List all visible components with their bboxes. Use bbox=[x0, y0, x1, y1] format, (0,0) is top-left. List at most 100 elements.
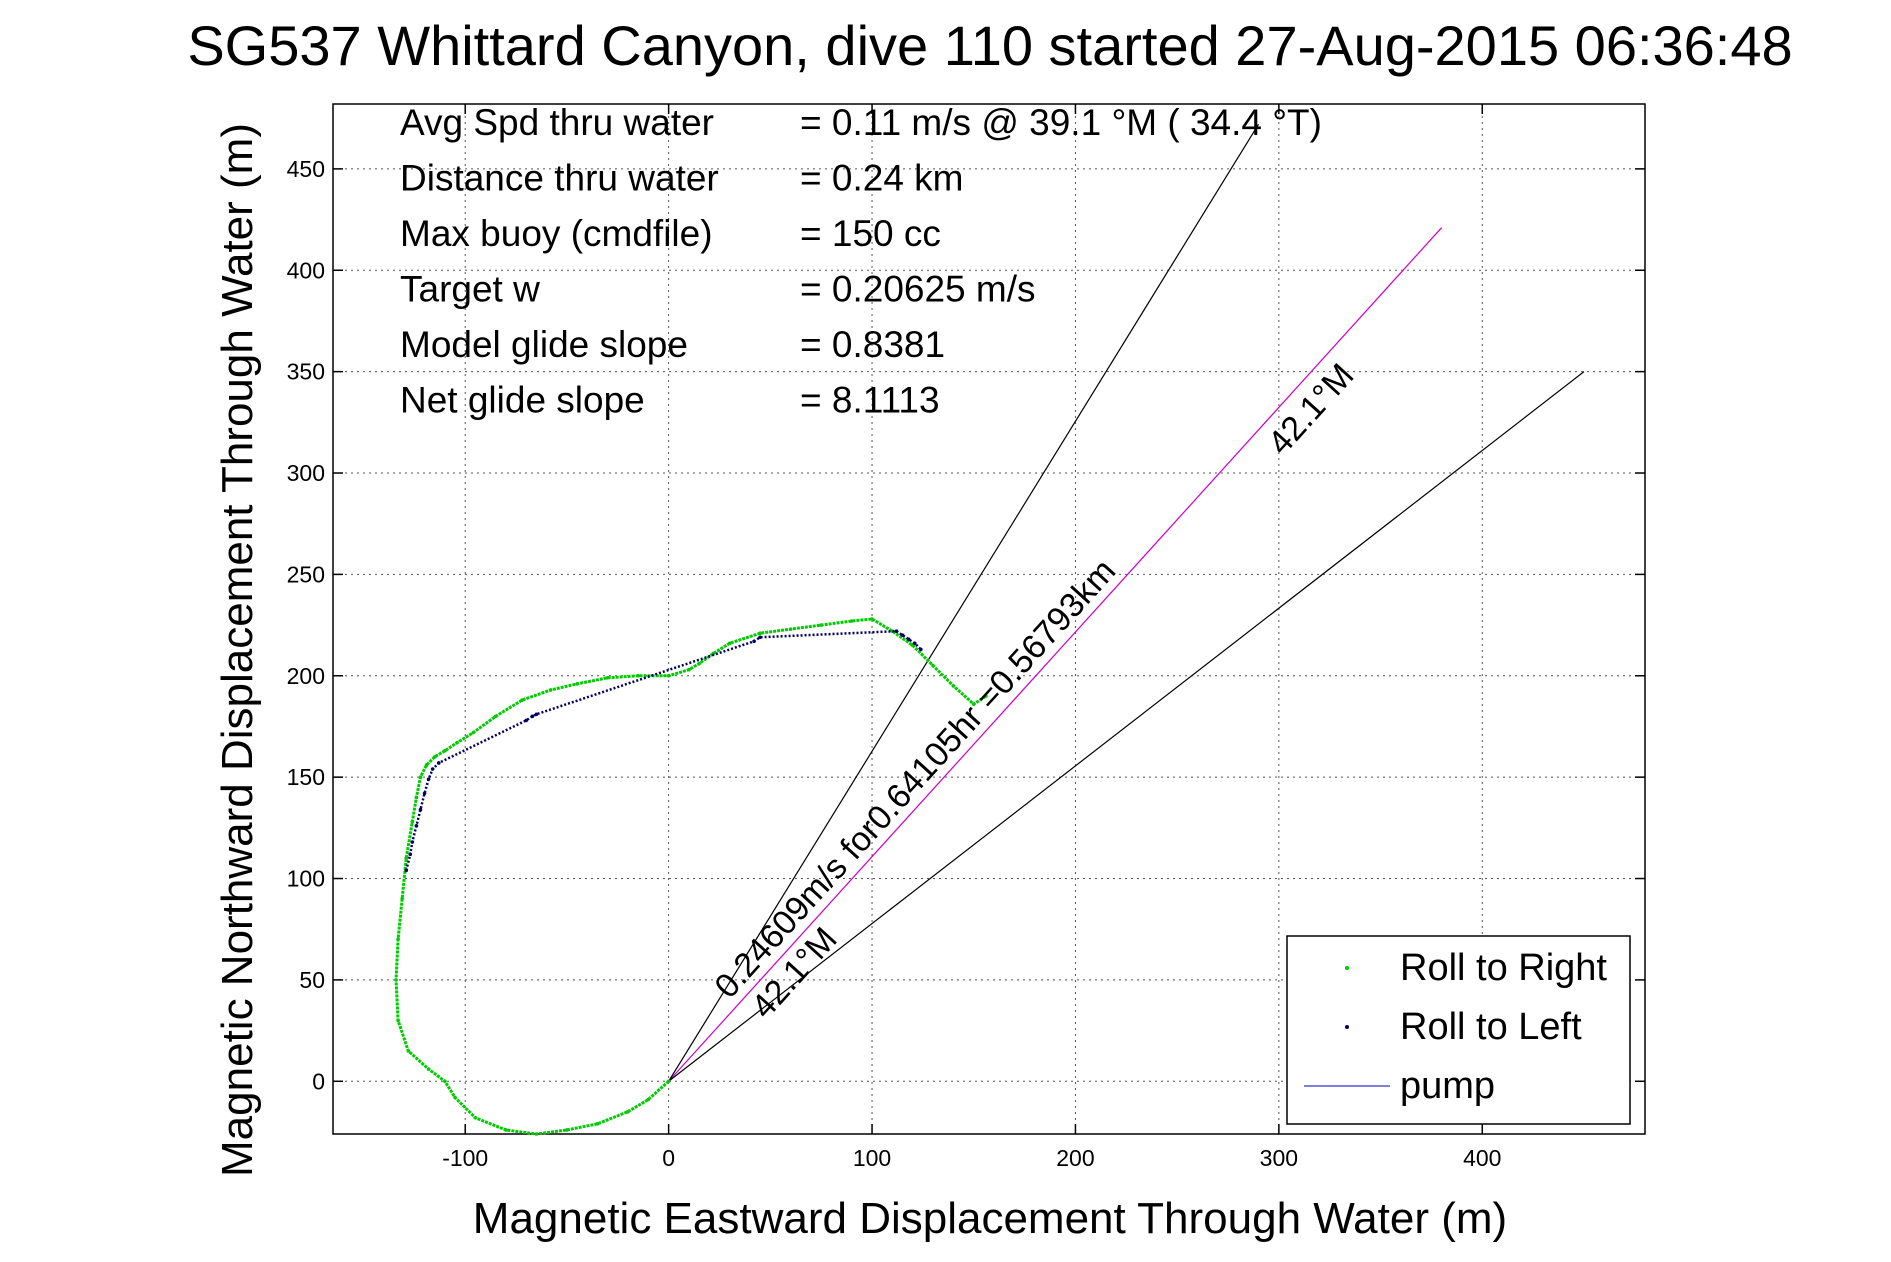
roll-right-point bbox=[971, 702, 976, 706]
stat-label: Max buoy (cmdfile) bbox=[400, 213, 713, 254]
legend-label: Roll to Right bbox=[1400, 947, 1607, 989]
roll-right-point bbox=[565, 1128, 569, 1132]
roll-right-point bbox=[443, 1079, 447, 1084]
stat-label: Net glide slope bbox=[400, 380, 645, 421]
roll-left-point bbox=[906, 637, 911, 642]
stat-label: Model glide slope bbox=[400, 324, 688, 365]
roll-right-point bbox=[394, 978, 398, 982]
roll-right-point bbox=[984, 694, 988, 698]
chart-title: SG537 Whittard Canyon, dive 110 started … bbox=[187, 14, 1792, 77]
stat-value: = 0.20625 m/s bbox=[800, 269, 1036, 310]
roll-right-point bbox=[819, 623, 823, 627]
roll-right-point bbox=[951, 684, 956, 688]
roll-right-point bbox=[471, 730, 476, 735]
stat-label: Target w bbox=[400, 269, 540, 310]
roll-right-point bbox=[534, 1132, 539, 1136]
roll-right-point bbox=[697, 661, 701, 666]
legend-label: Roll to Left bbox=[1400, 1006, 1582, 1048]
x-tick-label: 400 bbox=[1463, 1145, 1501, 1171]
x-tick-label: 0 bbox=[662, 1145, 675, 1171]
roll-right-point bbox=[453, 1095, 457, 1100]
roll-right-point bbox=[727, 641, 732, 646]
roll-left-point bbox=[408, 852, 413, 856]
roll-left-point bbox=[410, 840, 415, 844]
roll-right-point bbox=[666, 1079, 671, 1084]
stat-value: = 8.1113 bbox=[800, 380, 940, 421]
roll-left-point bbox=[758, 635, 762, 640]
x-tick-label: -100 bbox=[442, 1145, 488, 1171]
roll-right-point bbox=[396, 1018, 400, 1023]
bound-left bbox=[668, 123, 1260, 1082]
y-tick-label: 200 bbox=[287, 663, 325, 689]
roll-right-point bbox=[424, 763, 429, 767]
bound-right bbox=[668, 371, 1585, 1082]
legend: Roll to Right Roll to Left pump bbox=[1286, 935, 1631, 1125]
roll-left-point bbox=[524, 718, 529, 723]
roll-left-point bbox=[900, 633, 905, 638]
stat-label: Avg Spd thru water bbox=[400, 102, 714, 143]
legend-marker-dot bbox=[1345, 1025, 1349, 1029]
roll-left-point bbox=[418, 807, 423, 812]
roll-left-point bbox=[414, 824, 419, 828]
roll-right-point bbox=[400, 897, 404, 901]
roll-left-point bbox=[436, 761, 441, 765]
roll-right-point bbox=[605, 675, 610, 680]
y-tick-label: 350 bbox=[287, 359, 325, 385]
stats-block: Avg Spd thru water = 0.11 m/s @ 39.1 °M (… bbox=[400, 102, 1322, 421]
y-tick-label: 150 bbox=[287, 764, 325, 790]
y-tick-label: 100 bbox=[287, 866, 325, 892]
roll-right-point bbox=[473, 1115, 478, 1120]
roll-left-point bbox=[422, 791, 427, 796]
roll-right-point bbox=[426, 1067, 431, 1071]
y-tick-label: 400 bbox=[287, 257, 325, 283]
y-axis-label: Magnetic Northward Displacement Through … bbox=[213, 123, 262, 1177]
roll-right-point bbox=[493, 714, 498, 719]
roll-left-point bbox=[534, 712, 539, 717]
y-tick-label: 250 bbox=[287, 561, 325, 587]
roll-right-point bbox=[410, 819, 415, 824]
roll-right-point bbox=[414, 795, 419, 800]
roll-right-point bbox=[646, 1097, 651, 1102]
roll-right-point bbox=[504, 1128, 508, 1132]
track-series bbox=[394, 617, 988, 1136]
heading-line bbox=[668, 227, 1443, 1082]
roll-right-point bbox=[626, 1109, 630, 1114]
roll-right-point bbox=[788, 627, 793, 631]
y-tick-label: 450 bbox=[287, 156, 325, 182]
stat-label: Distance thru water bbox=[400, 158, 719, 199]
roll-left-point bbox=[404, 868, 409, 873]
x-tick-labels: -100 0 100 200 300 400 bbox=[442, 1145, 1501, 1171]
stat-value: = 0.24 km bbox=[800, 158, 964, 199]
roll-right-point bbox=[849, 619, 854, 623]
legend-marker-dot bbox=[1345, 966, 1349, 970]
roll-right-point bbox=[418, 775, 423, 779]
roll-left-point bbox=[752, 639, 756, 644]
roll-left-point bbox=[894, 629, 899, 633]
roll-left-point bbox=[430, 767, 435, 771]
stat-value: = 150 cc bbox=[800, 213, 941, 254]
roll-right-point bbox=[595, 1122, 600, 1126]
roll-right-point bbox=[406, 1049, 411, 1053]
roll-left-point bbox=[530, 714, 535, 719]
x-tick-label: 200 bbox=[1056, 1145, 1094, 1171]
roll-right-point bbox=[455, 740, 459, 745]
roll-right-point bbox=[548, 688, 553, 692]
roll-right-point bbox=[931, 663, 935, 668]
x-tick-label: 100 bbox=[853, 1145, 891, 1171]
roll-left-point bbox=[912, 641, 917, 646]
roll-right-point bbox=[432, 755, 437, 759]
stat-value: = 0.11 m/s @ 39.1 °M ( 34.4 °T) bbox=[800, 102, 1322, 143]
roll-right-point bbox=[575, 682, 579, 686]
roll-right-point bbox=[443, 748, 447, 753]
y-tick-label: 50 bbox=[299, 967, 325, 993]
legend-label: pump bbox=[1400, 1065, 1495, 1107]
x-axis-label: Magnetic Eastward Displacement Through W… bbox=[473, 1194, 1507, 1243]
stat-value: = 0.8381 bbox=[800, 324, 945, 365]
y-tick-label: 0 bbox=[312, 1068, 325, 1094]
legend-box bbox=[1286, 935, 1631, 1125]
x-tick-label: 300 bbox=[1260, 1145, 1298, 1171]
reference-lines bbox=[668, 123, 1585, 1082]
roll-right-point bbox=[636, 673, 640, 678]
roll-right-point bbox=[520, 698, 524, 702]
